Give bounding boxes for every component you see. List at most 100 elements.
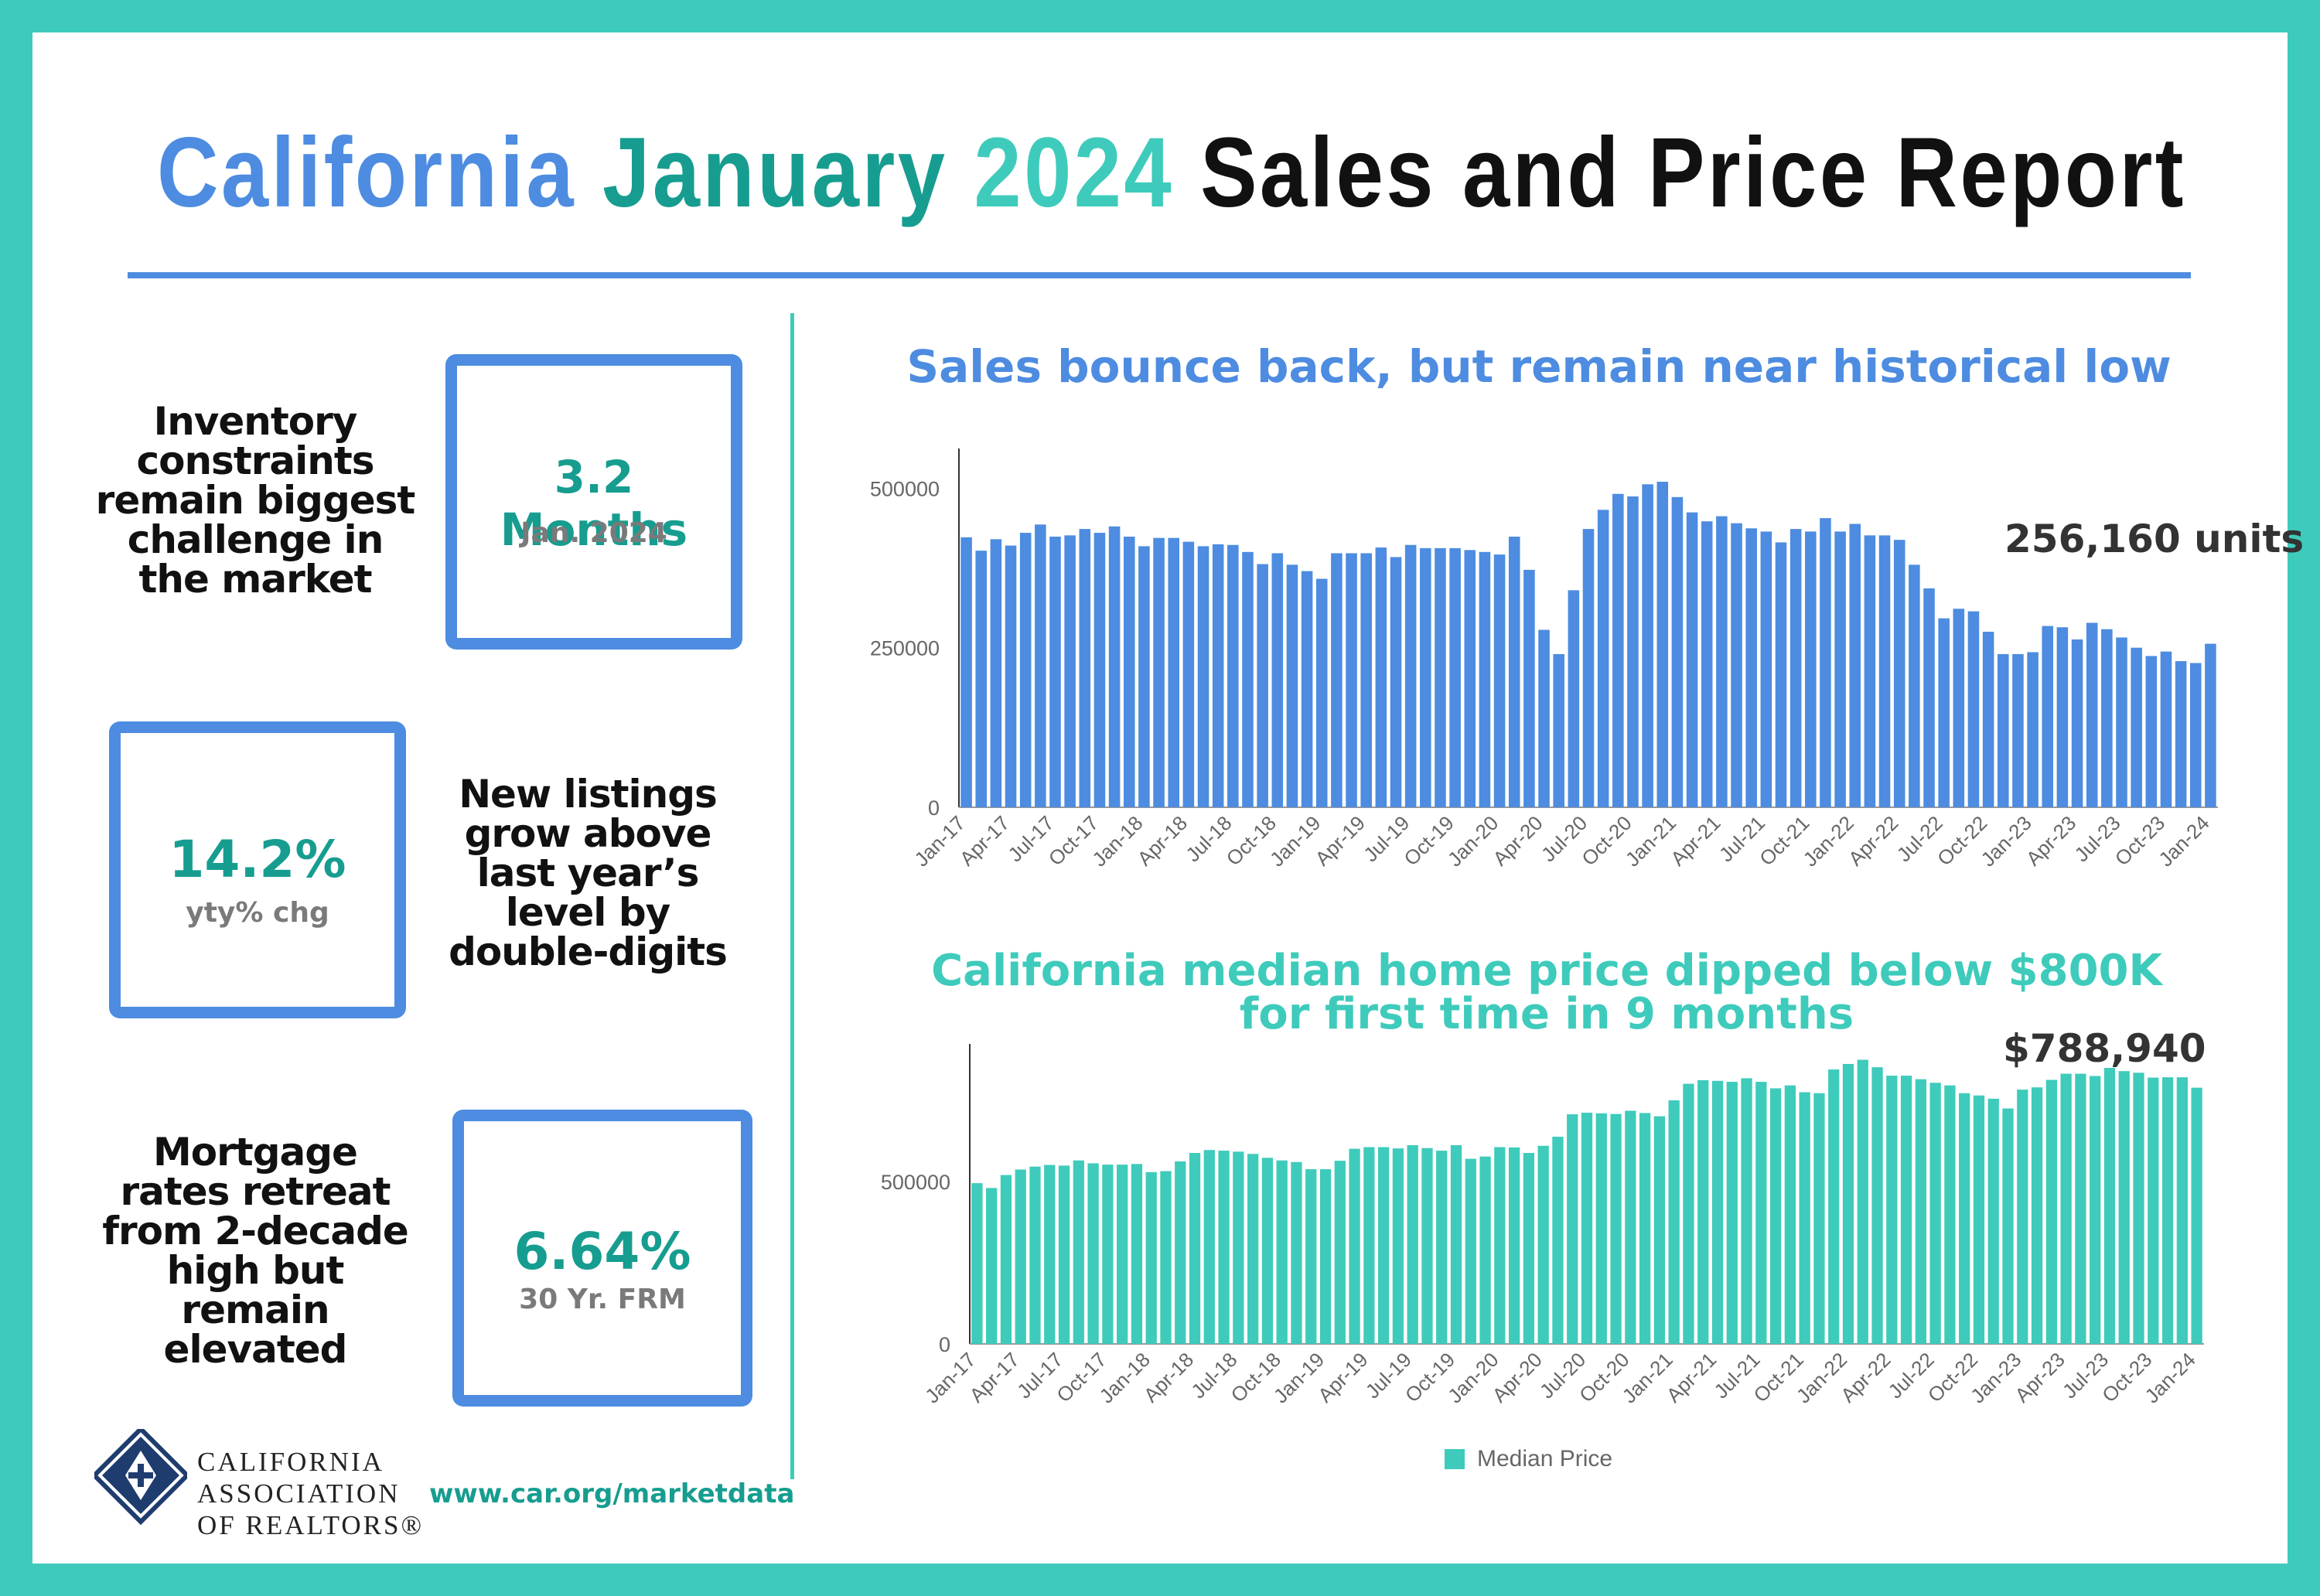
stat-inventory-sub: Jan. 2024 — [520, 517, 667, 549]
bar — [986, 1188, 998, 1344]
bar — [1998, 653, 2009, 807]
bar — [1805, 531, 1817, 807]
bar — [2116, 637, 2127, 807]
bar — [2131, 647, 2142, 807]
bar — [1653, 1116, 1666, 1344]
bar — [1716, 516, 1728, 807]
bar — [1346, 553, 1357, 807]
bar — [1145, 1171, 1157, 1344]
x-tick-label: Apr-20 — [1488, 1348, 1547, 1407]
bar — [1987, 1098, 1999, 1344]
bar — [1015, 1169, 1026, 1344]
x-tick-label: Apr-21 — [1666, 811, 1725, 870]
stat-line: rates retreat — [120, 1169, 391, 1214]
x-tick-label: Jan-23 — [1966, 1348, 2025, 1407]
stat-line: Inventory — [153, 399, 358, 444]
x-tick-label: Jan-24 — [2140, 1348, 2199, 1407]
x-tick-label: Apr-18 — [1139, 1348, 1198, 1407]
bar — [1842, 1063, 1854, 1344]
bar — [1117, 1165, 1128, 1344]
market-data-link[interactable]: www.car.org/marketdata — [429, 1478, 795, 1509]
bar — [1627, 496, 1639, 807]
bar — [1079, 529, 1091, 807]
bar — [2045, 1079, 2057, 1344]
stat-line: New listings — [459, 772, 718, 817]
bar — [1508, 1147, 1520, 1344]
bar — [990, 539, 1002, 807]
bar — [1597, 510, 1609, 807]
stat-line: remain biggest — [95, 478, 416, 523]
bar — [1871, 1067, 1883, 1344]
x-tick-label: Apr-18 — [1133, 811, 1192, 870]
bar — [1915, 1079, 1926, 1344]
title-part-state: California — [157, 118, 577, 228]
stat-line: the market — [138, 557, 372, 602]
bar — [1131, 1164, 1143, 1344]
bar — [1553, 653, 1564, 807]
x-tick-label: Apr-21 — [1662, 1348, 1721, 1407]
bar — [1982, 632, 1994, 807]
bar — [1813, 1093, 1825, 1344]
logo-line: ASSOCIATION — [197, 1478, 401, 1509]
bar — [2042, 626, 2054, 807]
stat-line: last year’s — [476, 851, 700, 895]
bar — [1197, 546, 1209, 807]
bar — [1567, 1114, 1578, 1344]
y-tick-label: 0 — [928, 796, 940, 820]
stat-line: challenge in — [127, 517, 384, 562]
sales-chart: 0250000500000Jan-17Apr-17Jul-17Oct-17Jan… — [870, 448, 2218, 871]
bar — [1834, 531, 1846, 807]
y-tick-label: 250000 — [870, 637, 940, 660]
logo-line: OF REALTORS® — [197, 1510, 425, 1540]
title-part-year: 2024 — [974, 118, 1175, 228]
bar — [1789, 529, 1802, 807]
bar — [1093, 533, 1106, 807]
stat-line: from 2-decade — [102, 1209, 409, 1253]
bar — [1697, 1079, 1709, 1344]
bar — [1049, 537, 1061, 807]
bar — [2118, 1071, 2130, 1344]
bar — [1407, 1144, 1418, 1344]
bar — [1493, 554, 1506, 807]
x-tick-label: Apr-17 — [965, 1348, 1024, 1407]
bar — [1087, 1163, 1099, 1344]
bar — [1745, 528, 1757, 807]
x-tick-label: Apr-19 — [1311, 811, 1370, 870]
bar — [1421, 1148, 1433, 1344]
stat-line: constraints — [136, 438, 374, 483]
bar — [1538, 629, 1550, 807]
bar — [1271, 553, 1284, 807]
bar — [1582, 529, 1595, 807]
x-tick-label: Jan-19 — [1269, 1348, 1329, 1407]
bar — [1319, 1169, 1332, 1344]
x-tick-label: Apr-23 — [2021, 811, 2080, 870]
bar — [2027, 652, 2039, 807]
bar — [1390, 557, 1402, 807]
bar — [1731, 523, 1742, 807]
bar — [1058, 1165, 1070, 1344]
bar — [2160, 651, 2172, 807]
bar — [960, 537, 972, 807]
bar — [1233, 1151, 1244, 1344]
bar — [1668, 1100, 1680, 1344]
bar — [1820, 518, 1831, 807]
bar — [2071, 639, 2083, 807]
bar — [1523, 1153, 1535, 1344]
bar — [1828, 1069, 1840, 1344]
bar — [1973, 1095, 1985, 1344]
bar — [1331, 553, 1343, 807]
bar — [2145, 656, 2158, 807]
bar — [1464, 550, 1476, 807]
x-tick-label: Jan-17 — [920, 1348, 980, 1407]
bar — [1019, 533, 1032, 807]
bar — [1242, 551, 1254, 807]
bar — [1944, 1085, 1956, 1344]
bar — [1686, 512, 1698, 807]
bar — [1175, 1161, 1186, 1344]
bar — [1639, 1113, 1651, 1344]
bar — [1203, 1150, 1215, 1344]
bar — [1227, 544, 1239, 807]
bar — [1005, 545, 1017, 807]
stat-inventory-text: Inventory constraints remain biggest cha… — [85, 402, 425, 599]
stat-line: elevated — [163, 1327, 348, 1372]
